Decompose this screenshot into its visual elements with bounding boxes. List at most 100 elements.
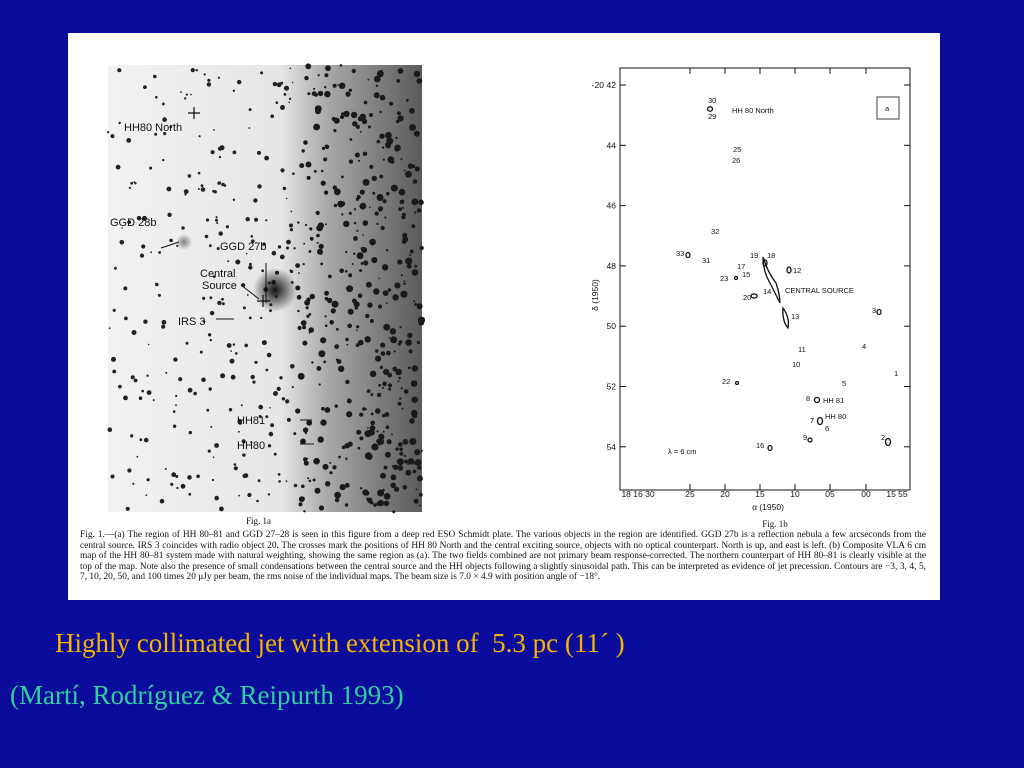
- star: [245, 252, 248, 255]
- star: [357, 159, 361, 162]
- star: [300, 320, 307, 326]
- star: [364, 490, 370, 496]
- star: [162, 117, 167, 122]
- star: [413, 498, 419, 504]
- star: [295, 408, 301, 414]
- star: [375, 408, 381, 414]
- star: [376, 70, 384, 78]
- star: [390, 184, 398, 192]
- star: [385, 142, 390, 147]
- star: [251, 239, 255, 243]
- star: [203, 320, 206, 323]
- star: [339, 82, 346, 89]
- star: [351, 263, 354, 265]
- star: [357, 446, 361, 450]
- star: [356, 429, 362, 435]
- figure-panel: HH80 North GGD 28b GGD 27b Central Sourc…: [68, 33, 940, 600]
- star: [324, 144, 330, 150]
- star: [112, 308, 116, 312]
- star: [217, 300, 222, 306]
- star: [235, 352, 238, 355]
- star: [185, 93, 188, 96]
- star: [167, 212, 172, 217]
- star: [397, 259, 403, 265]
- star: [118, 384, 122, 389]
- star: [383, 368, 390, 375]
- source-label: 15: [742, 270, 750, 279]
- star: [371, 443, 379, 451]
- star: [323, 360, 327, 364]
- star: [298, 502, 303, 507]
- star: [172, 424, 177, 428]
- star: [395, 136, 398, 140]
- star: [341, 213, 344, 216]
- star: [178, 377, 183, 382]
- star: [380, 225, 385, 231]
- star: [248, 127, 251, 129]
- radio-map: a -20 δ (1950) α (1950) Fig. 1b λ = 6 cm…: [590, 67, 911, 529]
- star: [302, 427, 309, 433]
- star: [306, 419, 313, 426]
- star: [417, 304, 420, 307]
- star: [325, 223, 327, 226]
- star: [123, 395, 128, 401]
- source-label: 13: [791, 312, 799, 321]
- star: [332, 465, 337, 470]
- star: [150, 251, 153, 254]
- star: [346, 285, 354, 293]
- star: [154, 132, 158, 136]
- star: [119, 240, 125, 245]
- star: [334, 491, 341, 499]
- star: [400, 387, 403, 390]
- star: [298, 272, 300, 274]
- star: [339, 268, 345, 273]
- star: [163, 132, 167, 136]
- star: [185, 341, 189, 345]
- star: [316, 233, 320, 238]
- star: [297, 221, 300, 224]
- box-label: a: [885, 104, 890, 113]
- star: [210, 425, 213, 428]
- star: [360, 247, 364, 251]
- star: [380, 351, 386, 356]
- star: [418, 492, 423, 497]
- star: [338, 365, 345, 373]
- star: [324, 86, 327, 89]
- star: [321, 146, 326, 150]
- star: [413, 70, 421, 78]
- star: [370, 393, 374, 397]
- star: [258, 415, 262, 418]
- star: [332, 185, 337, 190]
- star: [376, 430, 379, 433]
- source-label: 5: [842, 379, 846, 388]
- star: [400, 274, 403, 277]
- star: [405, 469, 412, 476]
- star: [400, 290, 408, 298]
- star: [347, 323, 353, 329]
- star: [383, 500, 390, 507]
- star: [363, 260, 369, 266]
- star: [334, 404, 338, 408]
- x-tick-label: 15 55: [886, 489, 908, 499]
- star: [362, 407, 366, 411]
- star: [250, 374, 255, 380]
- star: [146, 374, 149, 377]
- star: [193, 391, 197, 396]
- star: [306, 175, 311, 180]
- star: [403, 389, 409, 394]
- star: [340, 114, 345, 120]
- star: [143, 85, 147, 89]
- star: [383, 465, 388, 470]
- star: [399, 451, 404, 456]
- star: [346, 411, 353, 418]
- star: [132, 482, 135, 485]
- star: [320, 169, 324, 173]
- star: [305, 161, 312, 168]
- star: [358, 339, 364, 346]
- star: [364, 430, 372, 438]
- star: [286, 239, 291, 245]
- star: [262, 242, 266, 246]
- source-label: 30: [708, 96, 716, 105]
- star: [379, 94, 386, 101]
